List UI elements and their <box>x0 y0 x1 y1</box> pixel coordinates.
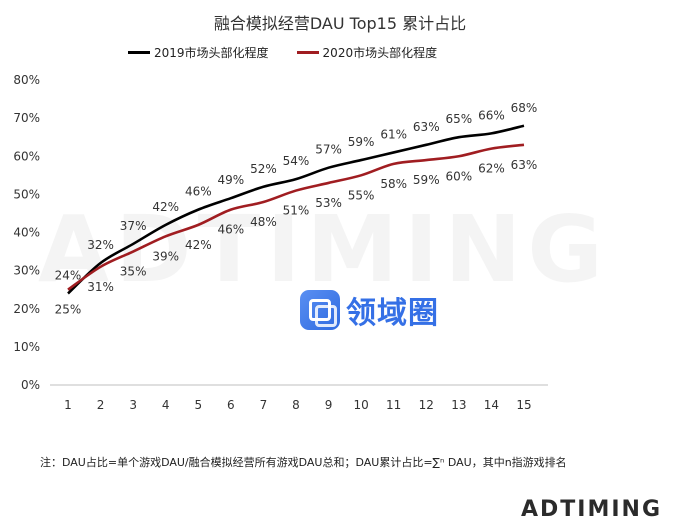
data-label-series-1: 35% <box>120 265 147 279</box>
watermark-logo-text: 领域圈 <box>346 296 439 331</box>
x-tick-label: 14 <box>484 398 499 412</box>
legend-swatch-2019 <box>128 51 150 54</box>
x-tick-label: 15 <box>516 398 531 412</box>
data-label-series-0: 59% <box>348 135 375 149</box>
y-tick-label: 30% <box>13 264 40 278</box>
x-tick-label: 1 <box>64 398 72 412</box>
data-label-series-1: 59% <box>413 173 440 187</box>
data-label-series-1: 25% <box>55 303 82 317</box>
data-label-series-0: 54% <box>283 154 310 168</box>
data-label-series-1: 31% <box>87 280 114 294</box>
data-label-series-1: 39% <box>152 249 179 263</box>
data-label-series-1: 63% <box>511 158 538 172</box>
x-tick-label: 3 <box>129 398 137 412</box>
y-tick-label: 50% <box>13 187 40 201</box>
x-tick-label: 9 <box>325 398 333 412</box>
data-label-series-1: 46% <box>218 223 245 237</box>
data-label-series-1: 51% <box>283 204 310 218</box>
footnote: 注：DAU占比=单个游戏DAU/融合模拟经营所有游戏DAU总和；DAU累计占比=… <box>40 456 567 469</box>
y-tick-label: 80% <box>13 73 40 87</box>
data-label-series-0: 42% <box>152 200 179 214</box>
data-label-series-0: 57% <box>315 143 342 157</box>
chart-legend: 2019市场头部化程度 2020市场头部化程度 <box>128 44 437 61</box>
x-tick-label: 7 <box>260 398 268 412</box>
data-label-series-1: 42% <box>185 238 212 252</box>
x-tick-label: 4 <box>162 398 170 412</box>
data-label-series-1: 58% <box>380 177 407 191</box>
x-tick-label: 8 <box>292 398 300 412</box>
data-label-series-0: 32% <box>87 238 114 252</box>
x-tick-label: 5 <box>194 398 202 412</box>
y-tick-label: 70% <box>13 111 40 125</box>
x-tick-label: 6 <box>227 398 235 412</box>
y-tick-label: 20% <box>13 302 40 316</box>
data-label-series-1: 55% <box>348 188 375 202</box>
y-tick-label: 60% <box>13 149 40 163</box>
data-label-series-0: 24% <box>55 269 82 283</box>
x-tick-label: 11 <box>386 398 401 412</box>
data-label-series-0: 66% <box>478 108 505 122</box>
legend-item-2019: 2019市场头部化程度 <box>128 44 269 61</box>
brand-name: ADTIMING <box>520 497 662 522</box>
x-tick-label: 2 <box>97 398 105 412</box>
background-wordmark: ADTIMING <box>38 196 609 303</box>
data-label-series-0: 65% <box>446 112 473 126</box>
data-label-series-0: 68% <box>511 101 538 115</box>
watermark-logo-icon <box>300 290 340 330</box>
legend-label-2020: 2020市场头部化程度 <box>322 46 438 60</box>
x-tick-label: 13 <box>451 398 466 412</box>
data-label-series-1: 48% <box>250 215 277 229</box>
x-tick-label: 10 <box>353 398 368 412</box>
data-label-series-0: 63% <box>413 120 440 134</box>
data-label-series-0: 49% <box>218 173 245 187</box>
chart-title: 融合模拟经营DAU Top15 累计占比 <box>213 14 467 33</box>
y-tick-label: 0% <box>21 378 40 392</box>
x-tick-label: 12 <box>419 398 434 412</box>
legend-swatch-2020 <box>296 51 319 54</box>
brand-logo: ADTIMING <box>521 497 662 522</box>
data-label-series-1: 62% <box>478 162 505 176</box>
legend-label-2019: 2019市场头部化程度 <box>154 46 269 60</box>
data-label-series-0: 61% <box>380 127 407 141</box>
data-label-series-1: 53% <box>315 196 342 210</box>
series-line-1 <box>67 143 525 291</box>
legend-item-2020: 2020市场头部化程度 <box>296 44 438 61</box>
data-label-series-1: 60% <box>446 169 473 183</box>
y-tick-label: 10% <box>13 340 40 354</box>
data-label-series-0: 37% <box>120 219 147 233</box>
series-line-0 <box>67 124 525 295</box>
y-tick-label: 40% <box>13 226 40 240</box>
watermark-logo: 领域圈 <box>300 288 439 332</box>
data-label-series-0: 46% <box>185 185 212 199</box>
data-label-series-0: 52% <box>250 162 277 176</box>
